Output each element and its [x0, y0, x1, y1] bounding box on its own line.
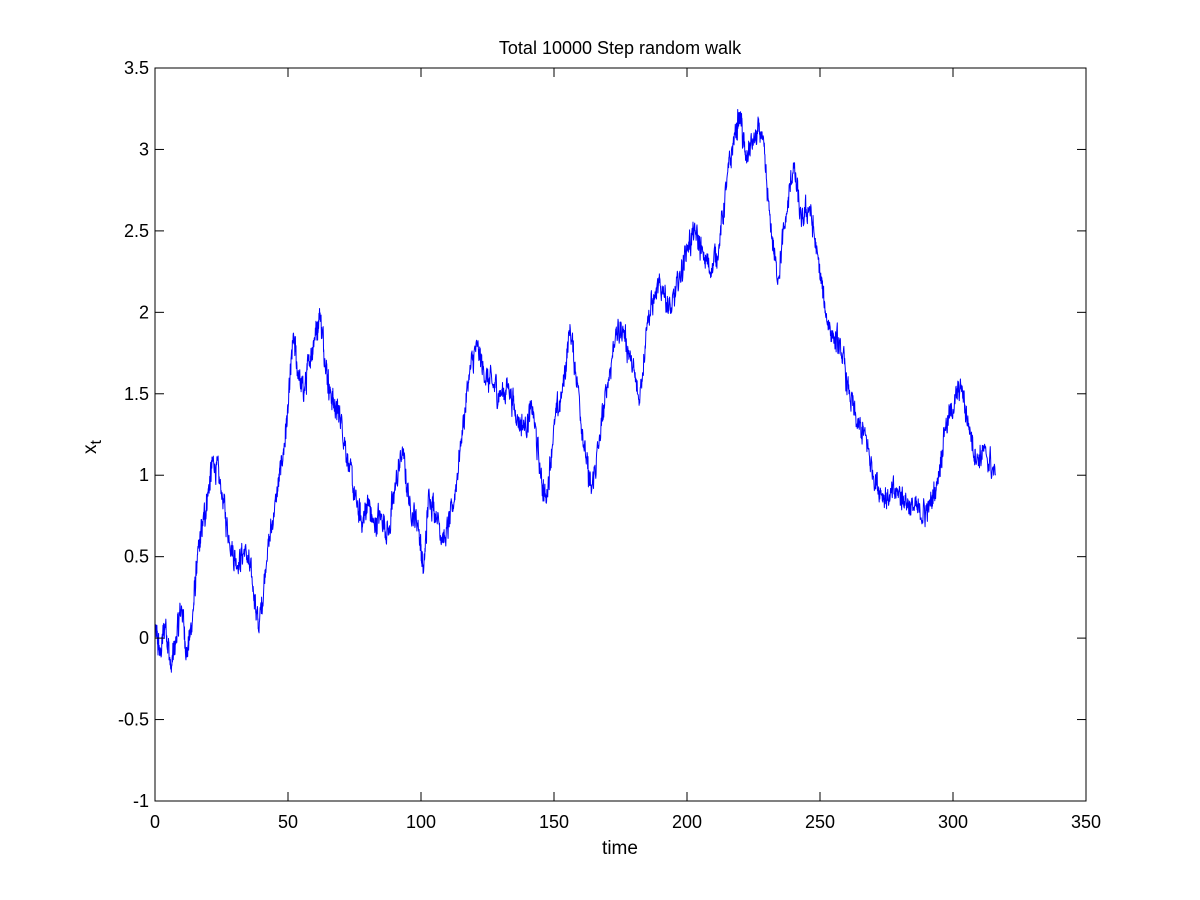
- x-tick-label: 50: [278, 812, 298, 832]
- y-tick-label: -0.5: [118, 710, 149, 730]
- chart-title: Total 10000 Step random walk: [499, 38, 742, 58]
- x-axis-label: time: [602, 838, 638, 859]
- series-line: [154, 108, 996, 673]
- plot-area: [154, 68, 1086, 801]
- axes-background: [155, 68, 1086, 801]
- x-tick-label: 250: [805, 812, 835, 832]
- x-tick-label: 300: [938, 812, 968, 832]
- axes-frame: [154, 67, 1087, 802]
- y-tick-label: 2: [139, 302, 149, 322]
- y-tick-label: 0: [139, 628, 149, 648]
- y-axis-label: xt: [80, 439, 105, 454]
- y-axis-label-main: x: [80, 444, 101, 454]
- x-tick-label: 350: [1071, 812, 1101, 832]
- x-tick-label: 0: [150, 812, 160, 832]
- y-tick-label: 2.5: [124, 221, 149, 241]
- y-tick-label: 3: [139, 139, 149, 159]
- x-tick-label: 200: [672, 812, 702, 832]
- x-tick-label: 100: [406, 812, 436, 832]
- y-tick-label: 1: [139, 465, 149, 485]
- x-tick-label: 150: [539, 812, 569, 832]
- y-tick-label: -1: [133, 791, 149, 811]
- y-axis-label-subscript: t: [88, 439, 105, 444]
- y-tick-label: 1.5: [124, 384, 149, 404]
- ticks-layer: 0 50 100 150 200 250 300 350 -1 -0.5 0 0.5 1 1.5 2 2.5 3…: [118, 58, 1101, 832]
- y-tick-label: 0.5: [124, 547, 149, 567]
- y-tick-label: 3.5: [124, 58, 149, 78]
- labels-layer: Total 10000 Step random walk time xt: [80, 38, 742, 859]
